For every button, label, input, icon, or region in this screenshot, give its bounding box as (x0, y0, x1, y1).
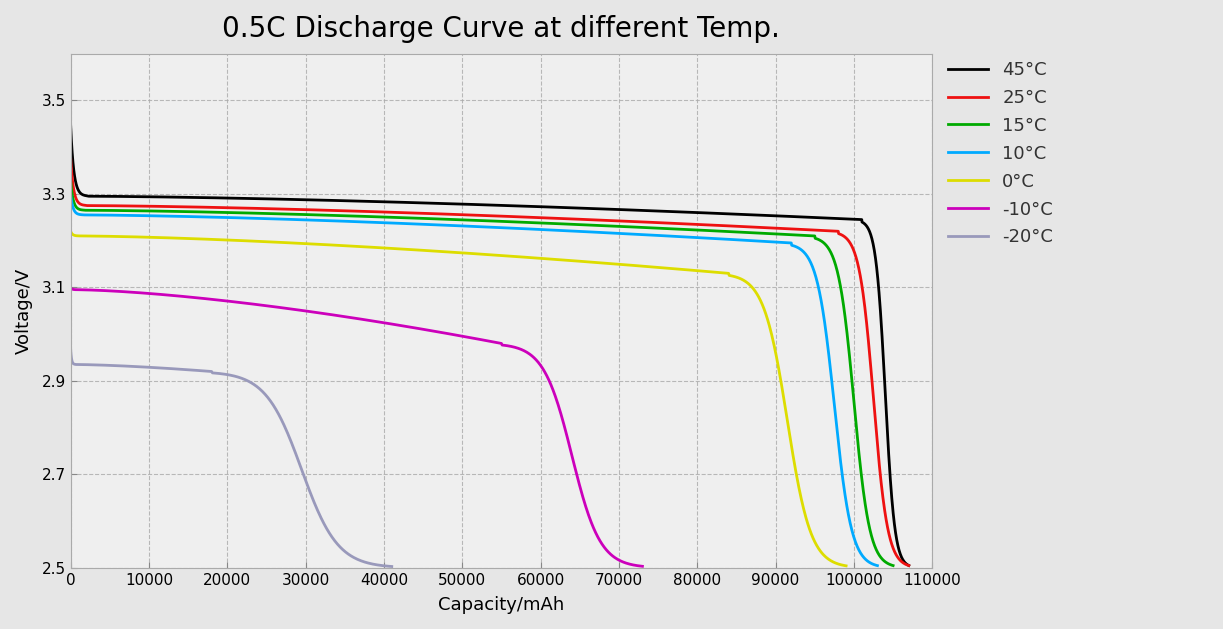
45°C (863, 231, 878, 238)
25°C (901, 562, 916, 569)
25°C (64, 153, 78, 160)
10°C (64, 190, 78, 198)
-20°C (363, 560, 378, 567)
Line: 0°C: 0°C (71, 231, 846, 566)
25°C (73, 201, 88, 208)
15°C (68, 202, 83, 209)
45°C (68, 181, 83, 189)
45°C (75, 191, 89, 198)
-10°C (64, 284, 78, 291)
10°C (360, 218, 374, 226)
45°C (895, 557, 910, 564)
-20°C (122, 362, 137, 370)
-10°C (618, 559, 632, 567)
-20°C (65, 358, 79, 365)
45°C (64, 120, 78, 128)
X-axis label: Capacity/mAh: Capacity/mAh (438, 596, 565, 614)
0°C (71, 232, 86, 240)
-20°C (67, 360, 82, 368)
10°C (800, 253, 815, 261)
0°C (67, 231, 82, 239)
15°C (594, 222, 609, 230)
15°C (877, 557, 892, 564)
15°C (73, 206, 88, 213)
-10°C (240, 299, 254, 307)
Legend: 45°C, 25°C, 15°C, 10°C, 0°C, -10°C, -20°C: 45°C, 25°C, 15°C, 10°C, 0°C, -10°C, -20°… (940, 53, 1060, 253)
-20°C (165, 365, 180, 372)
15°C (369, 213, 384, 221)
-10°C (521, 350, 536, 357)
15°C (822, 247, 837, 254)
10°C (870, 562, 884, 569)
Line: -10°C: -10°C (71, 287, 642, 566)
0°C (532, 255, 547, 262)
-20°C (384, 563, 399, 571)
Title: 0.5C Discharge Curve at different Temp.: 0.5C Discharge Curve at different Temp. (223, 15, 780, 43)
25°C (68, 194, 83, 202)
15°C (64, 176, 78, 184)
10°C (72, 211, 87, 218)
Line: -20°C: -20°C (71, 348, 391, 567)
-20°C (64, 344, 78, 352)
25°C (380, 208, 395, 216)
10°C (860, 557, 874, 564)
-10°C (66, 286, 81, 293)
Line: 25°C: 25°C (71, 157, 909, 565)
Y-axis label: Voltage/V: Voltage/V (15, 267, 33, 354)
25°C (844, 242, 859, 250)
25°C (893, 557, 907, 564)
0°C (744, 282, 758, 290)
25°C (612, 217, 626, 225)
-10°C (371, 318, 385, 326)
-10°C (635, 562, 649, 570)
10°C (577, 228, 592, 235)
10°C (67, 208, 82, 216)
-20°C (238, 376, 253, 384)
45°C (629, 206, 643, 214)
0°C (839, 562, 854, 570)
0°C (333, 242, 347, 249)
0°C (824, 557, 839, 565)
45°C (901, 562, 916, 569)
15°C (885, 562, 900, 569)
0°C (64, 228, 78, 235)
45°C (390, 198, 405, 206)
-10°C (68, 286, 83, 293)
Line: 45°C: 45°C (71, 124, 909, 565)
Line: 10°C: 10°C (71, 194, 877, 565)
Line: 15°C: 15°C (71, 180, 893, 565)
